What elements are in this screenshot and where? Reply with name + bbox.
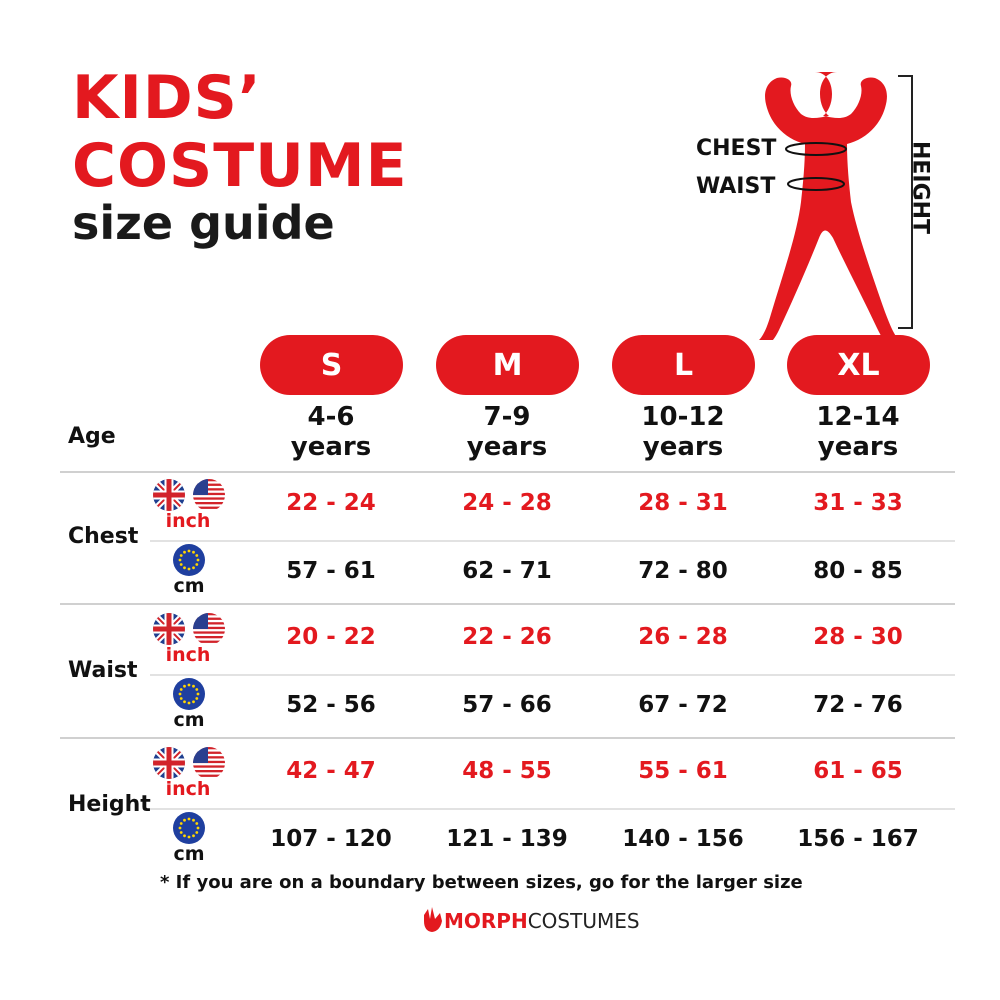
body-figure-icon [759, 72, 913, 340]
waist-inch-cell: 20 - 22 [286, 624, 376, 650]
divider [60, 603, 955, 605]
chest-cm-cell: 72 - 80 [638, 558, 728, 584]
waist-cm-cell: 57 - 66 [462, 692, 552, 718]
chest-cm-cell: 80 - 85 [813, 558, 903, 584]
unit-cm: cm [173, 709, 205, 731]
morph-costumes-logo: MORPH COSTUMES [420, 905, 640, 933]
chest-cm-cell: 57 - 61 [286, 558, 376, 584]
divider [60, 737, 955, 739]
age-s: 4-6 years [246, 402, 416, 462]
waist-cm-cell: 67 - 72 [638, 692, 728, 718]
height-cm-cell: 121 - 139 [446, 826, 568, 852]
hand-logo-icon [424, 907, 442, 932]
age-label: Age [68, 424, 116, 449]
height-cm-cell: 107 - 120 [270, 826, 392, 852]
us-flag-icon [193, 747, 225, 779]
waist-inch-cell: 22 - 26 [462, 624, 552, 650]
subtitle: size guide [72, 196, 335, 250]
divider [150, 540, 955, 542]
age-unit: years [466, 432, 548, 462]
title-line-1: KIDS’ [72, 63, 262, 133]
chest-inch-cell: 31 - 33 [813, 490, 903, 516]
unit-inch: inch [165, 644, 211, 666]
chest-inch-cell: 24 - 28 [462, 490, 552, 516]
waist-inch-cell: 28 - 30 [813, 624, 903, 650]
figure-height-label: HEIGHT [907, 140, 933, 235]
height-inch-cell: 48 - 55 [462, 758, 552, 784]
eu-flag-icon [173, 812, 205, 844]
waist-inch-cell: 26 - 28 [638, 624, 728, 650]
row-label-chest: Chest [68, 524, 139, 549]
eu-flag-icon [173, 544, 205, 576]
size-pill-xl: XL [787, 335, 930, 395]
figure-chest-label: CHEST [696, 136, 777, 161]
unit-inch: inch [165, 778, 211, 800]
divider [150, 674, 955, 676]
height-inch-cell: 42 - 47 [286, 758, 376, 784]
figure-waist-label: WAIST [696, 174, 776, 199]
size-pill-s: S [260, 335, 403, 395]
footnote: * If you are on a boundary between sizes… [160, 872, 803, 893]
age-range: 12-14 [816, 402, 900, 432]
uk-flag-icon [153, 747, 185, 779]
logo-brand-b: COSTUMES [527, 909, 640, 933]
logo-brand-a: MORPH [444, 909, 528, 933]
height-inch-cell: 61 - 65 [813, 758, 903, 784]
waist-cm-cell: 72 - 76 [813, 692, 903, 718]
size-pill-m: M [436, 335, 579, 395]
age-l: 10-12 years [598, 402, 768, 462]
chest-cm-cell: 62 - 71 [462, 558, 552, 584]
age-range: 7-9 [483, 402, 531, 432]
us-flag-icon [193, 479, 225, 511]
waist-cm-cell: 52 - 56 [286, 692, 376, 718]
uk-flag-icon [153, 479, 185, 511]
divider [150, 808, 955, 810]
chest-inch-cell: 22 - 24 [286, 490, 376, 516]
uk-flag-icon [153, 613, 185, 645]
age-m: 7-9 years [422, 402, 592, 462]
age-xl: 12-14 years [773, 402, 943, 462]
unit-cm: cm [173, 575, 205, 597]
height-cm-cell: 140 - 156 [622, 826, 744, 852]
unit-inch: inch [165, 510, 211, 532]
height-inch-cell: 55 - 61 [638, 758, 728, 784]
title-line-2: COSTUME [72, 131, 408, 201]
age-range: 10-12 [641, 402, 725, 432]
unit-cm: cm [173, 843, 205, 865]
age-unit: years [642, 432, 724, 462]
row-label-height: Height [68, 792, 151, 817]
us-flag-icon [193, 613, 225, 645]
chest-inch-cell: 28 - 31 [638, 490, 728, 516]
row-label-waist: Waist [68, 658, 138, 683]
age-unit: years [817, 432, 899, 462]
age-range: 4-6 [307, 402, 355, 432]
height-cm-cell: 156 - 167 [797, 826, 919, 852]
divider [60, 471, 955, 473]
age-unit: years [290, 432, 372, 462]
eu-flag-icon [173, 678, 205, 710]
size-pill-l: L [612, 335, 755, 395]
